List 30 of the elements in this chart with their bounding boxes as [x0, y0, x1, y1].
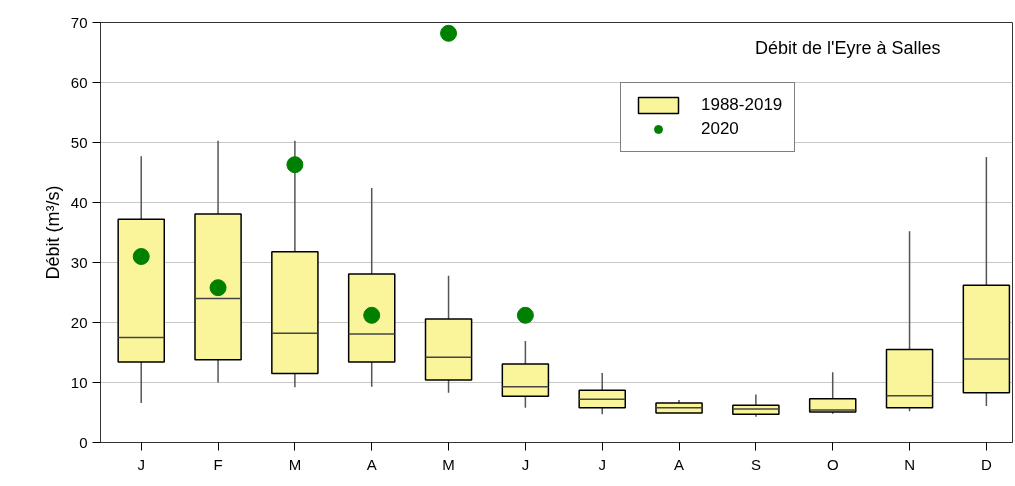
y-tick-label: 70: [70, 13, 88, 31]
x-tick-label: M: [288, 455, 302, 473]
y-tick-label: 50: [70, 133, 88, 151]
point: [209, 279, 227, 297]
x-tick-label: N: [904, 455, 915, 473]
point: [440, 24, 458, 42]
y-tick-label: 20: [70, 313, 88, 331]
legend-label: 1988-2019: [701, 95, 783, 115]
y-tick-label: 10: [70, 373, 88, 391]
x-tick-label: F: [213, 455, 223, 473]
y-tick-label: 30: [70, 253, 88, 271]
legend-label: 2020: [701, 119, 739, 139]
x-tick-label: J: [598, 455, 606, 473]
x-tick-label: J: [137, 455, 145, 473]
x-tick-label: M: [442, 455, 455, 473]
point: [132, 248, 150, 265]
x-tick-label: S: [750, 455, 761, 473]
x-tick-label: O: [826, 455, 839, 473]
y-axis-title: Débit (m³/s): [42, 185, 63, 280]
point: [363, 306, 381, 324]
text: Débit de l'Eyre à Salles: [754, 37, 941, 58]
y-tick-label: 40: [70, 193, 88, 211]
x-tick-label: J: [521, 455, 530, 473]
x-tick-label: A: [366, 455, 377, 473]
point: [516, 306, 534, 324]
y-tick-label: 0: [79, 433, 88, 451]
x-tick-label: D: [980, 455, 992, 473]
x-tick-label: A: [674, 455, 685, 473]
point: [286, 156, 304, 174]
y-tick-label: 60: [70, 73, 88, 91]
